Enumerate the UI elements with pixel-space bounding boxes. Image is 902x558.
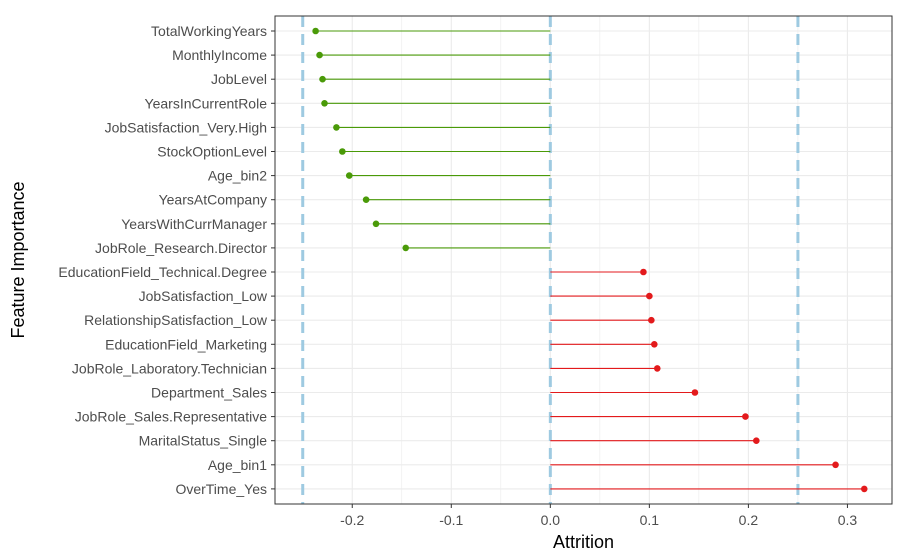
y-tick-label: YearsWithCurrManager xyxy=(121,216,267,232)
lollipop-point xyxy=(648,316,655,324)
lollipop-point xyxy=(651,341,658,348)
lollipop-point xyxy=(345,172,353,179)
y-tick-label: JobSatisfaction_Low xyxy=(139,288,268,304)
lollipop-point xyxy=(691,389,699,396)
x-tick-label: 0.3 xyxy=(838,512,858,528)
lollipop-point xyxy=(339,148,346,155)
lollipop-point xyxy=(333,124,340,131)
lollipop-point xyxy=(372,220,380,228)
y-tick-label: JobRole_Sales.Representative xyxy=(75,409,267,425)
y-tick-label: EducationField_Marketing xyxy=(105,336,267,352)
panel-border xyxy=(274,15,893,505)
y-tick-label: RelationshipSatisfaction_Low xyxy=(84,312,268,328)
y-tick-label: Age_bin2 xyxy=(208,168,267,184)
plot-panel xyxy=(275,16,892,504)
x-tick-label: 0.1 xyxy=(640,512,660,528)
x-tick-label: -0.2 xyxy=(340,512,364,528)
y-tick-label: JobRole_Laboratory.Technician xyxy=(72,360,267,376)
lollipop-point xyxy=(321,100,328,107)
y-tick-label: MonthlyIncome xyxy=(172,47,267,63)
lollipop-point xyxy=(640,268,647,276)
x-tick-label: 0.2 xyxy=(739,512,759,528)
y-tick-labels: TotalWorkingYears MonthlyIncome JobLevel Ye… xyxy=(58,23,275,497)
y-tick-label: YearsInCurrentRole xyxy=(145,95,268,111)
y-tick-label: Age_bin1 xyxy=(208,457,267,473)
lollipop-marks xyxy=(312,27,868,493)
lollipop-point xyxy=(319,75,326,83)
y-tick-label: JobRole_Research.Director xyxy=(95,240,267,256)
lollipop-point xyxy=(742,413,749,420)
lollipop-point xyxy=(316,51,323,59)
y-tick-label: Department_Sales xyxy=(151,385,267,401)
y-tick-label: YearsAtCompany xyxy=(159,192,267,208)
x-tick-label: -0.1 xyxy=(439,512,463,528)
lollipop-point xyxy=(362,196,370,203)
y-tick-label: JobSatisfaction_Very.High xyxy=(105,119,267,135)
y-tick-label: MaritalStatus_Single xyxy=(139,433,268,449)
lollipop-point xyxy=(753,437,760,445)
x-tick-labels: -0.2 -0.1 0.0 0.1 0.2 0.3 xyxy=(340,504,857,528)
lollipop-point xyxy=(832,461,839,469)
x-tick-label: 0.0 xyxy=(541,512,561,528)
y-axis-title: Feature Importance xyxy=(8,181,28,338)
y-tick-label: StockOptionLevel xyxy=(157,144,267,160)
lollipop-point xyxy=(312,27,319,35)
reference-lines xyxy=(301,16,800,504)
lollipop-point xyxy=(402,244,410,252)
lollipop-point xyxy=(646,292,653,300)
y-tick-label: OverTime_Yes xyxy=(175,481,267,497)
lollipop-point xyxy=(653,365,661,372)
lollipop-point xyxy=(860,485,868,493)
y-tick-label: EducationField_Technical.Degree xyxy=(58,264,267,280)
y-tick-label: TotalWorkingYears xyxy=(151,23,267,39)
x-axis-title: Attrition xyxy=(553,532,614,552)
y-tick-label: JobLevel xyxy=(211,71,267,87)
